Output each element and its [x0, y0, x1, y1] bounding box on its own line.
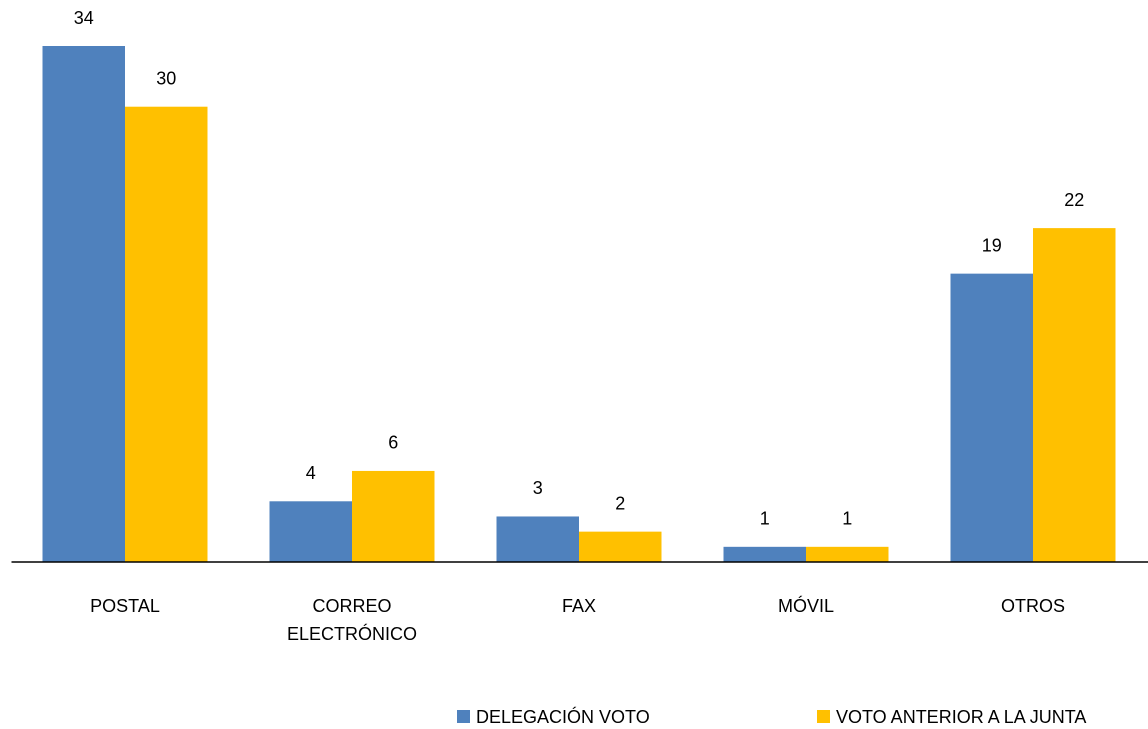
bar [496, 516, 579, 562]
bar [125, 106, 208, 563]
legend-label: DELEGACIÓN VOTO [476, 707, 650, 727]
legend-swatch [817, 710, 830, 723]
data-label: 3 [533, 478, 543, 498]
bar [806, 546, 889, 562]
data-label: 19 [982, 235, 1002, 255]
legend-swatch [457, 710, 470, 723]
bar [42, 46, 125, 562]
data-label: 30 [156, 68, 176, 88]
legend-entry: DELEGACIÓN VOTO [457, 705, 650, 729]
data-label: 6 [388, 433, 398, 453]
legend-label: VOTO ANTERIOR A LA JUNTA [836, 707, 1087, 727]
data-label: 1 [760, 509, 770, 529]
bar [723, 546, 806, 562]
bar [950, 273, 1033, 562]
x-tick-label: CORREO ELECTRÓNICO [286, 596, 418, 644]
bar [1033, 228, 1116, 562]
data-label: 2 [615, 493, 625, 513]
bar [352, 470, 435, 562]
x-tick-label: OTROS [1000, 596, 1065, 616]
data-label: 1 [842, 509, 852, 529]
bar [269, 501, 352, 562]
data-label: 34 [74, 8, 94, 28]
bar [579, 531, 662, 562]
legend-entry: VOTO ANTERIOR A LA JUNTA [817, 705, 1086, 729]
x-tick-label: POSTAL [90, 596, 160, 616]
data-label: 22 [1064, 190, 1084, 210]
data-label: 4 [306, 463, 316, 483]
x-tick-label: FAX [561, 596, 596, 616]
x-tick-label: MÓVIL [777, 596, 834, 616]
